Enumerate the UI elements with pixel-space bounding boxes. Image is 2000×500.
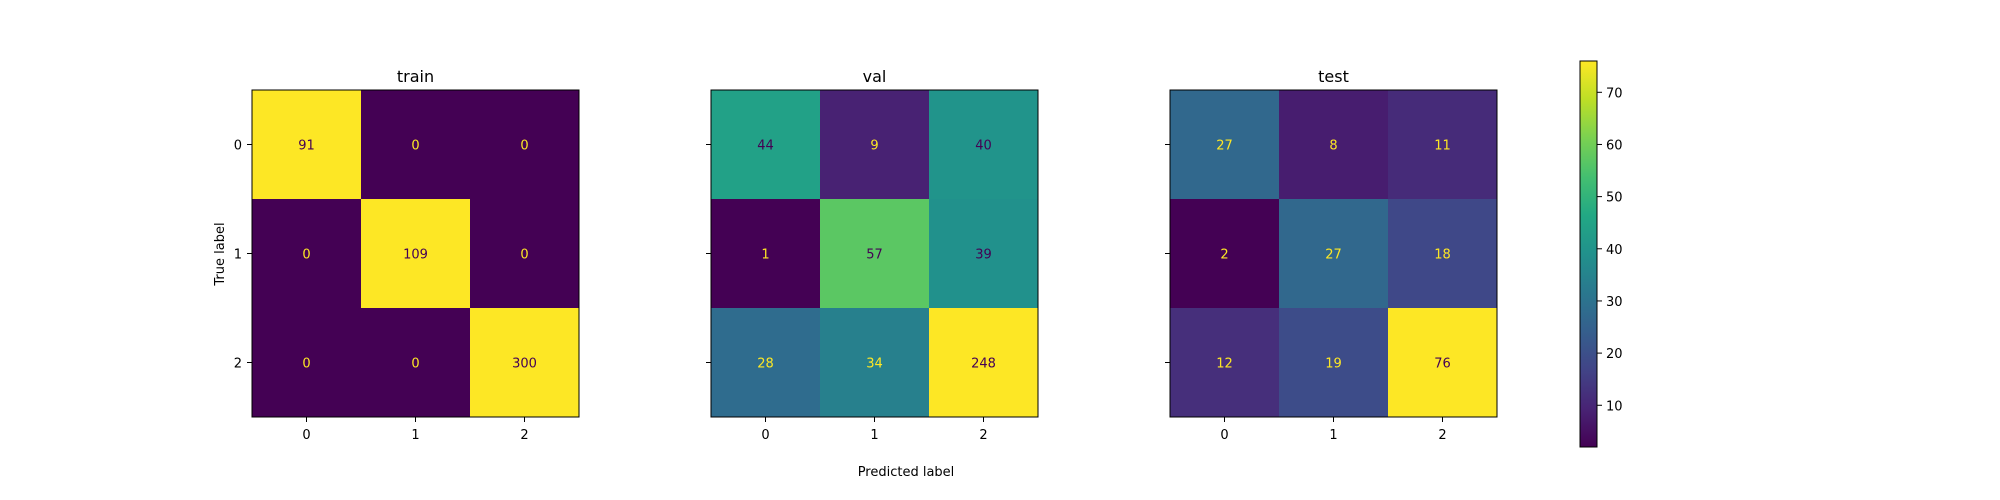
colorbar-tick-label: 20 bbox=[1606, 347, 1623, 362]
heatmap-cell bbox=[711, 90, 821, 200]
y-axis-label: True label bbox=[213, 222, 228, 286]
heatmap-cell bbox=[361, 308, 471, 418]
heatmap-cell bbox=[929, 308, 1039, 418]
cell-value-label: 57 bbox=[866, 248, 883, 263]
heatmap-cell bbox=[1279, 308, 1389, 418]
cell-value-label: 19 bbox=[1325, 357, 1342, 372]
cell-value-label: 28 bbox=[757, 357, 774, 372]
heatmap-cell bbox=[1170, 199, 1280, 309]
x-tick-label: 0 bbox=[302, 428, 310, 443]
cell-value-label: 11 bbox=[1434, 139, 1451, 154]
heatmap-cell bbox=[470, 308, 580, 418]
heatmap-cell bbox=[361, 199, 471, 309]
cell-value-label: 39 bbox=[975, 248, 992, 263]
y-tick-label: 0 bbox=[234, 139, 242, 154]
heatmap-cell bbox=[1388, 308, 1498, 418]
colorbar-tick-label: 60 bbox=[1606, 138, 1623, 153]
cell-value-label: 27 bbox=[1325, 248, 1342, 263]
panel-title: val bbox=[863, 67, 887, 86]
y-tick-label: 1 bbox=[234, 248, 242, 263]
heatmap-cell bbox=[929, 90, 1039, 200]
cell-value-label: 0 bbox=[302, 357, 310, 372]
cell-value-label: 18 bbox=[1434, 248, 1451, 263]
cell-value-label: 91 bbox=[298, 139, 315, 154]
cell-value-label: 300 bbox=[512, 357, 537, 372]
colorbar-tick-label: 30 bbox=[1606, 295, 1623, 310]
colorbar-tick-label: 70 bbox=[1606, 86, 1623, 101]
x-tick-label: 0 bbox=[1220, 428, 1228, 443]
matrix-val: val 44 9 40 1 57 39 28 34 248 0 1 2 bbox=[706, 67, 1039, 443]
x-tick-label: 0 bbox=[761, 428, 769, 443]
heatmap-cell bbox=[361, 90, 471, 200]
x-axis-label: Predicted label bbox=[858, 465, 955, 480]
matrix-train: train 91 0 0 0 109 0 0 0 300 0 1 2 0 1 2 bbox=[234, 67, 580, 443]
cell-value-label: 9 bbox=[870, 139, 878, 154]
heatmap-cell bbox=[929, 199, 1039, 309]
heatmap-cell bbox=[1279, 90, 1389, 200]
cell-value-label: 0 bbox=[411, 357, 419, 372]
heatmap-cell bbox=[252, 308, 362, 418]
heatmap-cell bbox=[1388, 199, 1498, 309]
cell-value-label: 0 bbox=[520, 139, 528, 154]
cell-value-label: 0 bbox=[411, 139, 419, 154]
heatmap-cell bbox=[711, 308, 821, 418]
heatmap-cell bbox=[820, 199, 930, 309]
heatmap-cell bbox=[1388, 90, 1498, 200]
heatmap-cell bbox=[1279, 199, 1389, 309]
x-tick-label: 2 bbox=[520, 428, 528, 443]
heatmap-cell bbox=[252, 199, 362, 309]
colorbar-frame bbox=[1579, 60, 1598, 448]
cell-value-label: 248 bbox=[971, 357, 996, 372]
heatmap-cell bbox=[820, 308, 930, 418]
heatmap-cell bbox=[470, 199, 580, 309]
cell-value-label: 12 bbox=[1216, 357, 1233, 372]
heatmap-cell bbox=[252, 90, 362, 200]
cell-value-label: 76 bbox=[1434, 357, 1451, 372]
y-tick-label: 2 bbox=[234, 357, 242, 372]
colorbar-tick-label: 10 bbox=[1606, 399, 1623, 414]
x-tick-label: 1 bbox=[411, 428, 419, 443]
x-tick-label: 2 bbox=[1438, 428, 1446, 443]
heatmap-cell bbox=[820, 90, 930, 200]
cell-value-label: 8 bbox=[1329, 139, 1337, 154]
heatmap-cell bbox=[1170, 90, 1280, 200]
panel-title: test bbox=[1318, 67, 1349, 86]
x-tick-label: 2 bbox=[979, 428, 987, 443]
cell-value-label: 44 bbox=[757, 139, 774, 154]
colorbar-tick-label: 40 bbox=[1606, 243, 1623, 258]
cell-value-label: 2 bbox=[1220, 248, 1228, 263]
heatmap-cell bbox=[711, 199, 821, 309]
x-tick-label: 1 bbox=[870, 428, 878, 443]
colorbar: 10 20 30 40 50 60 70 bbox=[1579, 60, 1623, 448]
colorbar-gradient bbox=[1580, 61, 1597, 447]
cell-value-label: 27 bbox=[1216, 139, 1233, 154]
x-tick-label: 1 bbox=[1329, 428, 1337, 443]
heatmap-cell bbox=[470, 90, 580, 200]
cell-value-label: 0 bbox=[520, 248, 528, 263]
heatmap-cell bbox=[1170, 308, 1280, 418]
cell-value-label: 40 bbox=[975, 139, 992, 154]
cell-value-label: 1 bbox=[761, 248, 769, 263]
panel-title: train bbox=[397, 67, 434, 86]
cell-value-label: 109 bbox=[403, 248, 428, 263]
colorbar-tick-label: 50 bbox=[1606, 191, 1623, 206]
cell-value-label: 34 bbox=[866, 357, 883, 372]
cell-value-label: 0 bbox=[302, 248, 310, 263]
